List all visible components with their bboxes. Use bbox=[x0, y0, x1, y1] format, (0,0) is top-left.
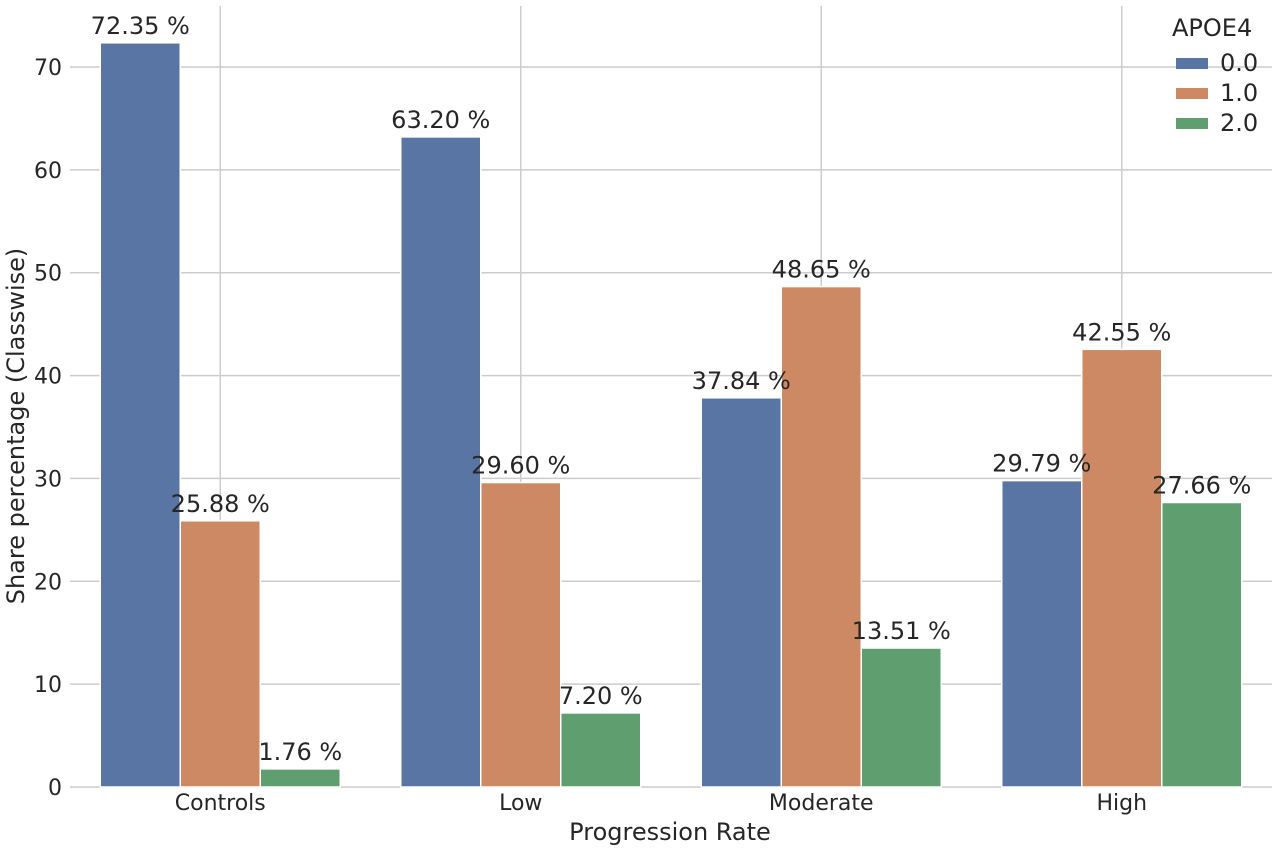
bar-1.0-moderate bbox=[780, 285, 862, 788]
bar-1.0-high bbox=[1081, 348, 1163, 788]
bar-value-label: 37.84 % bbox=[692, 367, 791, 395]
bar-value-label: 29.60 % bbox=[471, 452, 570, 480]
y-tick-label: 40 bbox=[34, 365, 62, 390]
y-tick-label: 50 bbox=[34, 262, 62, 287]
bar-2.0-high bbox=[1161, 501, 1243, 788]
y-tick-label: 70 bbox=[34, 56, 62, 81]
x-tick-label: Moderate bbox=[769, 791, 874, 816]
x-axis-label: Progression Rate bbox=[569, 818, 771, 846]
bar-value-label: 27.66 % bbox=[1152, 471, 1251, 499]
y-axis-label: Share percentage (Classwise) bbox=[2, 248, 30, 605]
bar-1.0-low bbox=[480, 481, 562, 788]
legend-swatch bbox=[1176, 88, 1208, 99]
bar-2.0-low bbox=[560, 712, 642, 788]
bar-value-label: 42.55 % bbox=[1072, 318, 1171, 346]
y-tick-label: 30 bbox=[34, 467, 62, 492]
bar-0.0-controls bbox=[99, 42, 181, 788]
x-tick-label: Low bbox=[499, 791, 542, 816]
bar-value-label: 63.20 % bbox=[391, 106, 490, 134]
legend-swatch bbox=[1176, 118, 1208, 129]
bars bbox=[99, 42, 1243, 788]
bar-0.0-moderate bbox=[700, 397, 782, 788]
x-tick-label: Controls bbox=[175, 791, 266, 816]
legend-entry: 0.0 bbox=[1220, 49, 1258, 77]
bar-value-label: 72.35 % bbox=[91, 12, 190, 40]
legend-swatch bbox=[1176, 58, 1208, 69]
bar-1.0-controls bbox=[179, 520, 261, 788]
y-axis-ticks: 0 10 20 30 40 50 60 70 bbox=[34, 56, 62, 801]
x-axis-ticks: Controls Low Moderate High bbox=[175, 791, 1147, 816]
bar-labels: 72.35 % 63.20 % 37.84 % 29.79 % 25.88 % 29.60… bbox=[91, 12, 1252, 766]
bar-value-label: 7.20 % bbox=[559, 682, 643, 710]
bar-value-label: 13.51 % bbox=[852, 617, 951, 645]
bar-value-label: 29.79 % bbox=[992, 450, 1091, 478]
bar-2.0-controls bbox=[259, 768, 341, 788]
legend: APOE4 0.01.02.0 bbox=[1172, 14, 1258, 137]
legend-title: APOE4 bbox=[1172, 14, 1252, 42]
legend-entry: 1.0 bbox=[1220, 79, 1258, 107]
bar-value-label: 48.65 % bbox=[772, 256, 871, 284]
y-tick-label: 20 bbox=[34, 570, 62, 595]
bar-0.0-low bbox=[400, 136, 482, 788]
y-tick-label: 60 bbox=[34, 159, 62, 184]
x-tick-label: High bbox=[1096, 791, 1147, 816]
bar-2.0-moderate bbox=[860, 647, 942, 788]
bar-value-label: 25.88 % bbox=[171, 490, 270, 518]
y-tick-label: 0 bbox=[48, 776, 62, 801]
y-tick-label: 10 bbox=[34, 673, 62, 698]
bar-0.0-high bbox=[1001, 479, 1083, 788]
legend-entry: 2.0 bbox=[1220, 109, 1258, 137]
bar-value-label: 1.76 % bbox=[258, 738, 342, 766]
